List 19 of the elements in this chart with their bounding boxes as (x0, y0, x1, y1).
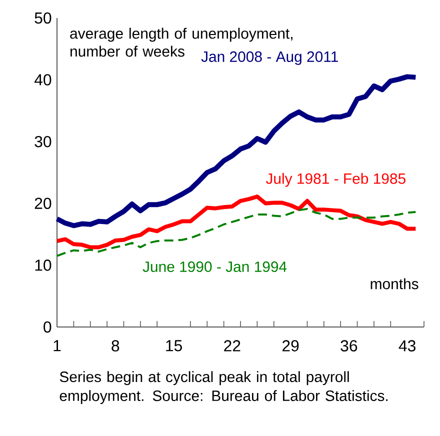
x-tick-label: 29 (282, 340, 299, 352)
y-tick-label: 30 (34, 136, 52, 148)
x-tick-label: 22 (224, 340, 240, 352)
x-tick-label: 36 (340, 340, 358, 352)
y-tick-label: 50 (34, 12, 52, 24)
series-label: July 1981 - Feb 1985 (266, 172, 406, 187)
y-tick-label: 10 (35, 260, 52, 271)
line-series (55, 194, 418, 250)
x-tick-label: 8 (112, 340, 120, 352)
x-tick-label: 43 (398, 340, 416, 352)
series-label: June 1990 - Jan 1994 (142, 261, 287, 272)
y-tick-label: 0 (44, 321, 52, 333)
x-tick-label: 1 (54, 340, 61, 352)
text: Jan 2008 - Aug 2011 (201, 51, 338, 65)
x-axis-title: months (370, 278, 418, 290)
y-tick-label: 40 (34, 74, 52, 86)
y-tick-label: 20 (34, 198, 52, 210)
text: Series begin at cyclical peak in total payroll employment. Source: Bureau of Labor Statistics. (60, 371, 388, 404)
x-tick-label: 15 (166, 340, 182, 352)
